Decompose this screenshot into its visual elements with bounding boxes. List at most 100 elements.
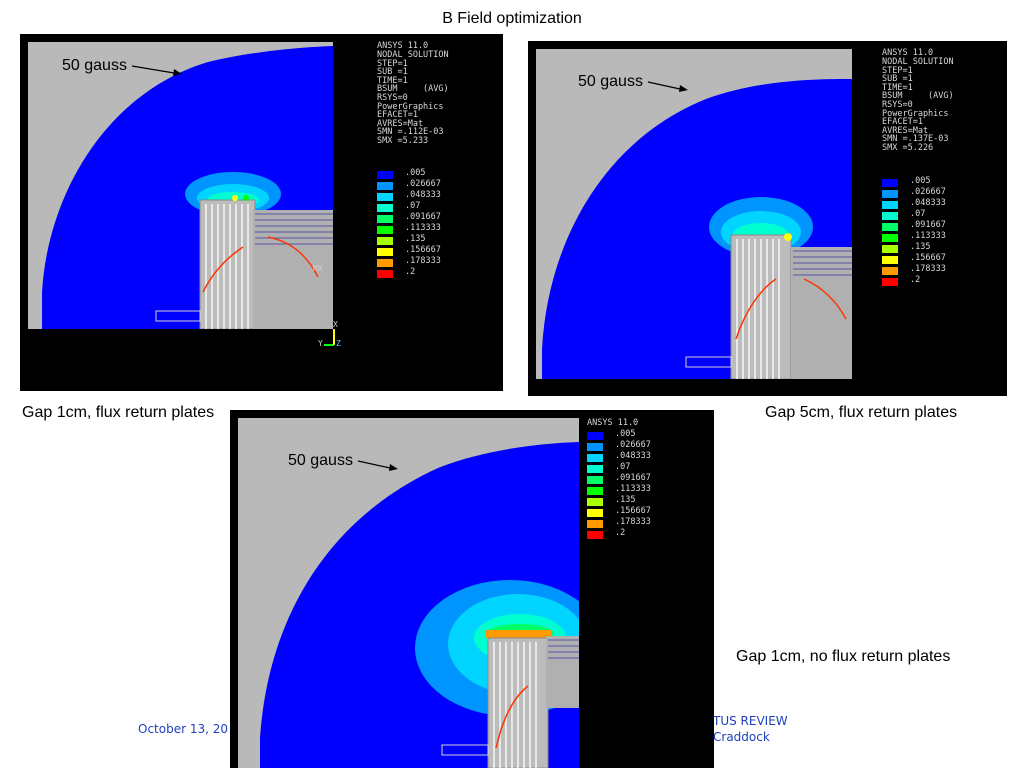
legend-swatch bbox=[377, 193, 393, 201]
legend-swatch bbox=[587, 487, 603, 495]
legend-swatch bbox=[587, 531, 603, 539]
axis-y-label: Y bbox=[318, 339, 323, 348]
legend-value: .048333 bbox=[615, 451, 651, 461]
ansys-version-2: ANSYS 11.0 bbox=[882, 48, 934, 58]
field-plot-1 bbox=[28, 42, 333, 329]
magnet-plates-1 bbox=[205, 204, 249, 329]
annotation-arrow-3 bbox=[357, 460, 398, 471]
axis-x-line bbox=[333, 329, 335, 345]
legend-value: .07 bbox=[615, 462, 631, 472]
legend-swatch bbox=[882, 223, 898, 231]
fifty-gauss-label: 50 gauss bbox=[288, 452, 353, 469]
legend-value: .07 bbox=[910, 209, 926, 219]
legend-swatch bbox=[882, 190, 898, 198]
field-plot-3 bbox=[238, 418, 579, 768]
outline-box-1 bbox=[155, 310, 201, 322]
magnet-plates-3 bbox=[493, 642, 537, 768]
axis-y-line bbox=[324, 344, 334, 346]
legend-value: .135 bbox=[615, 495, 636, 505]
caption-panel-2: Gap 5cm, flux return plates bbox=[765, 404, 958, 421]
legend-swatch bbox=[587, 476, 603, 484]
legend-value: .026667 bbox=[405, 179, 441, 189]
legend-swatch bbox=[587, 454, 603, 462]
legend-swatch bbox=[377, 270, 393, 278]
outline-box-3 bbox=[441, 744, 489, 756]
legend-swatch bbox=[587, 498, 603, 506]
hotspot-2 bbox=[243, 195, 249, 201]
return-plate-1 bbox=[253, 210, 333, 329]
legend-value: .113333 bbox=[615, 484, 651, 494]
simulation-panel-1: 50 gauss MX X Y Z ANSYS 11.0 NODAL SOLUT… bbox=[20, 34, 503, 391]
legend-swatch bbox=[882, 256, 898, 264]
magnet-block-1 bbox=[199, 199, 256, 329]
legend-value: .135 bbox=[910, 242, 931, 252]
caption-panel-1: Gap 1cm, flux return plates bbox=[22, 404, 215, 421]
legend-swatch bbox=[377, 171, 393, 179]
legend-value: .113333 bbox=[910, 231, 946, 241]
legend-value: .026667 bbox=[910, 187, 946, 197]
legend-swatch bbox=[377, 182, 393, 190]
field-contour-3 bbox=[260, 442, 579, 768]
ansys-version-3: ANSYS 11.0 bbox=[587, 418, 639, 428]
legend-value: .178333 bbox=[910, 264, 946, 274]
legend-value: .178333 bbox=[615, 517, 651, 527]
annotation-arrow-1 bbox=[131, 65, 182, 76]
footer-author: Craddock bbox=[713, 730, 770, 744]
legend-swatch bbox=[882, 245, 898, 253]
ansys-version-1: ANSYS 11.0 bbox=[377, 41, 429, 51]
legend-swatch bbox=[587, 432, 603, 440]
solution-info-2: NODAL SOLUTION STEP=1 SUB =1 TIME=1 BSUM… bbox=[882, 57, 954, 153]
legend-swatch bbox=[377, 226, 393, 234]
legend-swatch bbox=[882, 179, 898, 187]
return-plate-lines-2 bbox=[793, 250, 852, 276]
axis-x-label: X bbox=[333, 320, 338, 329]
legend-swatch bbox=[377, 204, 393, 212]
simulation-panel-3: 50 gauss ANSYS 11.0 .005 .026667 .048333… bbox=[230, 410, 714, 768]
flux-line-2 bbox=[735, 278, 847, 340]
footer-date: October 13, 20 bbox=[138, 722, 229, 736]
legend-value: .048333 bbox=[405, 190, 441, 200]
legend-swatch bbox=[882, 212, 898, 220]
annotation-arrow-2 bbox=[647, 81, 688, 92]
simulation-panel-2: 50 gauss ANSYS 11.0 NODAL SOLUTION STEP=… bbox=[528, 41, 1007, 396]
mx-marker: MX bbox=[313, 264, 323, 273]
field-plot-2 bbox=[536, 49, 852, 379]
pole-top-3 bbox=[485, 630, 551, 638]
legend-value: .026667 bbox=[615, 440, 651, 450]
legend-value: .048333 bbox=[910, 198, 946, 208]
legend-swatch bbox=[377, 259, 393, 267]
legend-value: .005 bbox=[405, 168, 426, 178]
caption-panel-3: Gap 1cm, no flux return plates bbox=[736, 648, 951, 665]
return-plate-lines-3 bbox=[548, 639, 579, 659]
legend-value: .07 bbox=[405, 201, 421, 211]
flux-line-3 bbox=[495, 685, 529, 749]
legend-value: .113333 bbox=[405, 223, 441, 233]
field-contour-2 bbox=[542, 79, 852, 379]
footer-review: TUS REVIEW bbox=[713, 714, 788, 728]
solution-info-1: NODAL SOLUTION STEP=1 SUB =1 TIME=1 BSUM… bbox=[377, 50, 449, 146]
legend-value: .091667 bbox=[405, 212, 441, 222]
legend-swatch bbox=[882, 267, 898, 275]
legend-value: .005 bbox=[615, 429, 636, 439]
legend-swatch bbox=[377, 215, 393, 223]
legend-value: .156667 bbox=[910, 253, 946, 263]
legend-value: .005 bbox=[910, 176, 931, 186]
flux-line-1 bbox=[202, 236, 319, 293]
axis-z-label: Z bbox=[336, 339, 341, 348]
outline-box-2 bbox=[685, 356, 732, 368]
fifty-gauss-label: 50 gauss bbox=[578, 73, 643, 90]
legend-swatch bbox=[587, 443, 603, 451]
legend-value: .2 bbox=[910, 275, 921, 285]
magnet-plates-2 bbox=[736, 239, 780, 379]
legend-value: .2 bbox=[405, 267, 416, 277]
return-plate-3 bbox=[546, 636, 579, 708]
legend-value: .156667 bbox=[615, 506, 651, 516]
legend-value: .178333 bbox=[405, 256, 441, 266]
hotspot-1 bbox=[232, 195, 238, 201]
legend-value: .091667 bbox=[615, 473, 651, 483]
fifty-gauss-label: 50 gauss bbox=[62, 57, 127, 74]
legend-value: .156667 bbox=[405, 245, 441, 255]
legend-value: .2 bbox=[615, 528, 626, 538]
legend-swatch bbox=[882, 234, 898, 242]
legend-value: .135 bbox=[405, 234, 426, 244]
